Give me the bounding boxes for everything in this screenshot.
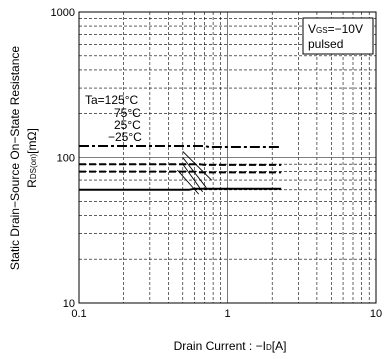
ta-leader-line-4 — [177, 169, 200, 195]
series-line-3 — [79, 170, 282, 174]
legend-box-border — [302, 17, 374, 55]
x-tick-label: 1 — [224, 308, 230, 320]
ta-label-25: 25°C — [114, 118, 141, 132]
ta-label-minus25: −25°C — [108, 130, 142, 144]
ta-label-125: Ta=125°C — [85, 93, 139, 107]
series-line-4 — [79, 187, 282, 191]
grid-lines — [79, 12, 376, 303]
x-axis-title: Drain Current : −ID[A] — [174, 339, 287, 353]
x-tick-label: 10 — [370, 308, 382, 320]
ta-leader-line-2 — [182, 157, 207, 188]
y-tick-label: 100 — [57, 153, 75, 165]
y-axis-subtitle: RDS(on)[mΩ] — [25, 128, 39, 188]
series-line-2 — [79, 163, 282, 166]
series-line-1 — [79, 145, 282, 148]
legend-box: VGS=−10V pulsed — [302, 17, 374, 55]
legend-line-2: pulsed — [308, 37, 343, 51]
x-tick-label: 0.1 — [71, 308, 86, 320]
tick-labels: 0.1 1 10 10 100 1000 — [51, 7, 383, 320]
temperature-labels: Ta=125°C 75°C 25°C −25°C — [85, 93, 212, 195]
y-tick-label: 1000 — [51, 7, 75, 19]
legend-line-1: VGS=−10V — [308, 22, 363, 36]
ta-leader-line-1 — [182, 151, 212, 181]
ta-leader-line-3 — [182, 163, 203, 193]
ta-label-75: 75°C — [114, 106, 141, 120]
y-axis-title: Static Drain−Source On−State Resistance — [8, 46, 22, 270]
series-lines — [79, 145, 282, 191]
plot-frame — [78, 11, 377, 304]
y-tick-label: 10 — [63, 298, 75, 310]
